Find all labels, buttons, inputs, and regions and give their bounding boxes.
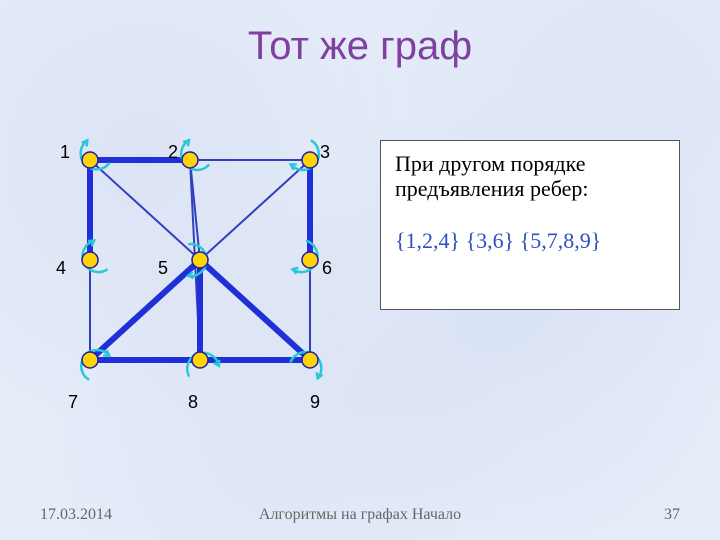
explanation-box: При другом порядке предъявления ребер: {… — [380, 140, 680, 310]
vertex-label: 8 — [188, 392, 198, 413]
vertex-label: 1 — [60, 142, 70, 163]
explanation-sets: {1,2,4} {3,6} {5,7,8,9} — [395, 228, 665, 254]
vertex-label: 2 — [168, 142, 178, 163]
vertex-label: 3 — [320, 142, 330, 163]
caption-line-2: предъявления ребер: — [395, 176, 589, 201]
footer-center: Алгоритмы на графах Начало — [0, 506, 720, 524]
slide-title: Тот же граф — [0, 24, 720, 69]
slide: Тот же граф 1 2 3 4 5 6 7 8 9 При другом порядке… — [0, 0, 720, 540]
vertex-label: 9 — [310, 392, 320, 413]
caption-line-1: При другом порядке — [395, 151, 586, 176]
vertex-label: 7 — [68, 392, 78, 413]
graph-diagram: 1 2 3 4 5 6 7 8 9 — [50, 120, 370, 440]
vertex-label: 5 — [158, 258, 168, 279]
vertex-label: 4 — [56, 258, 66, 279]
footer-page: 37 — [664, 506, 680, 524]
vertex-label: 6 — [322, 258, 332, 279]
explanation-caption: При другом порядке предъявления ребер: — [395, 151, 665, 202]
graph-svg — [50, 120, 370, 440]
